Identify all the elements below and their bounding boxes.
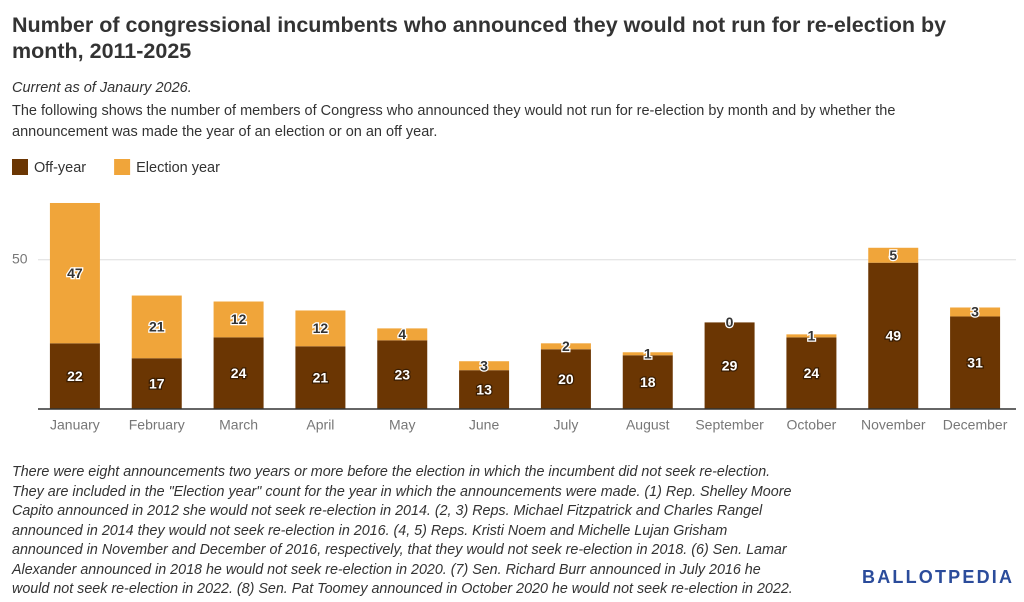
footnote: There were eight announcements two years… (12, 463, 793, 600)
data-label: 2 (562, 338, 570, 354)
bar-segment (459, 370, 510, 409)
legend-swatch (12, 159, 28, 175)
data-label: 24 (804, 365, 820, 381)
bar-segment (213, 337, 264, 409)
x-tick-label: January (50, 417, 100, 433)
data-label: 21 (313, 369, 329, 385)
footnote-line: announced in 2014 they would not seek re… (12, 522, 728, 539)
x-tick-label: August (626, 417, 670, 433)
x-tick-label: October (787, 417, 837, 433)
data-label: 1 (644, 345, 652, 361)
bar-segment (131, 295, 182, 359)
x-tick-label: July (553, 417, 578, 433)
data-label: 3 (480, 357, 488, 373)
legend-label: Election year (136, 160, 220, 176)
x-tick-label: December (943, 417, 1008, 433)
bar-segment (131, 358, 182, 409)
data-label: 1 (808, 328, 816, 344)
bar-segment (950, 307, 1001, 317)
logo: BALLOTPEDIA (862, 567, 1015, 587)
x-tick-label: April (306, 417, 334, 433)
data-label: 18 (640, 374, 656, 390)
bar-segment (540, 349, 591, 409)
data-label: 49 (885, 328, 901, 344)
legend-swatch (114, 159, 131, 175)
data-label: 12 (231, 311, 247, 327)
footnote-line: Alexander announced in 2018 he would not… (12, 561, 761, 578)
footnote-line: announced in November and December of 20… (12, 542, 787, 558)
description: The following shows the number of member… (12, 103, 896, 140)
bar-segment (704, 322, 755, 409)
x-tick-label: June (469, 417, 500, 433)
footnote-line: There were eight announcements two years… (12, 464, 771, 480)
data-label: 31 (967, 354, 983, 370)
bar-segment (786, 334, 837, 338)
data-label: 20 (558, 371, 574, 387)
bar-segment (868, 262, 919, 409)
data-label: 5 (889, 247, 897, 263)
data-label: 4 (398, 326, 406, 342)
data-label: 23 (394, 366, 410, 382)
legend-label: Off-year (34, 160, 86, 176)
x-tick-label: September (695, 417, 764, 433)
bar-segment (49, 343, 100, 409)
x-tick-label: March (219, 417, 258, 433)
x-tick-label: May (389, 417, 415, 433)
chart-title: Number of congressional incumbents who a… (12, 13, 947, 63)
footnote-line: Capito announced in 2012 she would not s… (12, 503, 763, 519)
data-label: 12 (313, 320, 329, 336)
footnote-line: They are included in the "Election year"… (12, 483, 792, 500)
bar-segment (786, 337, 837, 409)
bar-segment (295, 310, 346, 347)
data-label: 47 (67, 265, 83, 281)
bar-segment (377, 340, 428, 409)
bar-segment (377, 328, 428, 341)
data-label: 17 (149, 375, 165, 391)
bar-segment (459, 361, 510, 371)
x-tick-label: February (129, 417, 185, 433)
bar-segment (950, 316, 1001, 409)
data-label: 29 (722, 357, 738, 373)
bar-segment (622, 352, 673, 356)
bar-segment (49, 202, 100, 344)
bar-segment (213, 301, 264, 338)
bar-segment (868, 247, 919, 263)
data-label: 13 (476, 381, 492, 397)
bar-segment (295, 346, 346, 409)
subtitle: Current as of Janaury 2026. (12, 80, 192, 96)
footnote-line: would not seek re-election in 2022. (8) … (12, 581, 793, 597)
data-label: 3 (971, 304, 979, 320)
y-tick-label: 50 (12, 250, 28, 266)
x-tick-label: November (861, 417, 926, 433)
data-label: 22 (67, 368, 83, 384)
data-label: 0 (726, 314, 734, 330)
bar-segment (540, 343, 591, 350)
data-label: 24 (231, 365, 247, 381)
bar-segment (622, 355, 673, 409)
data-label: 21 (149, 319, 165, 335)
